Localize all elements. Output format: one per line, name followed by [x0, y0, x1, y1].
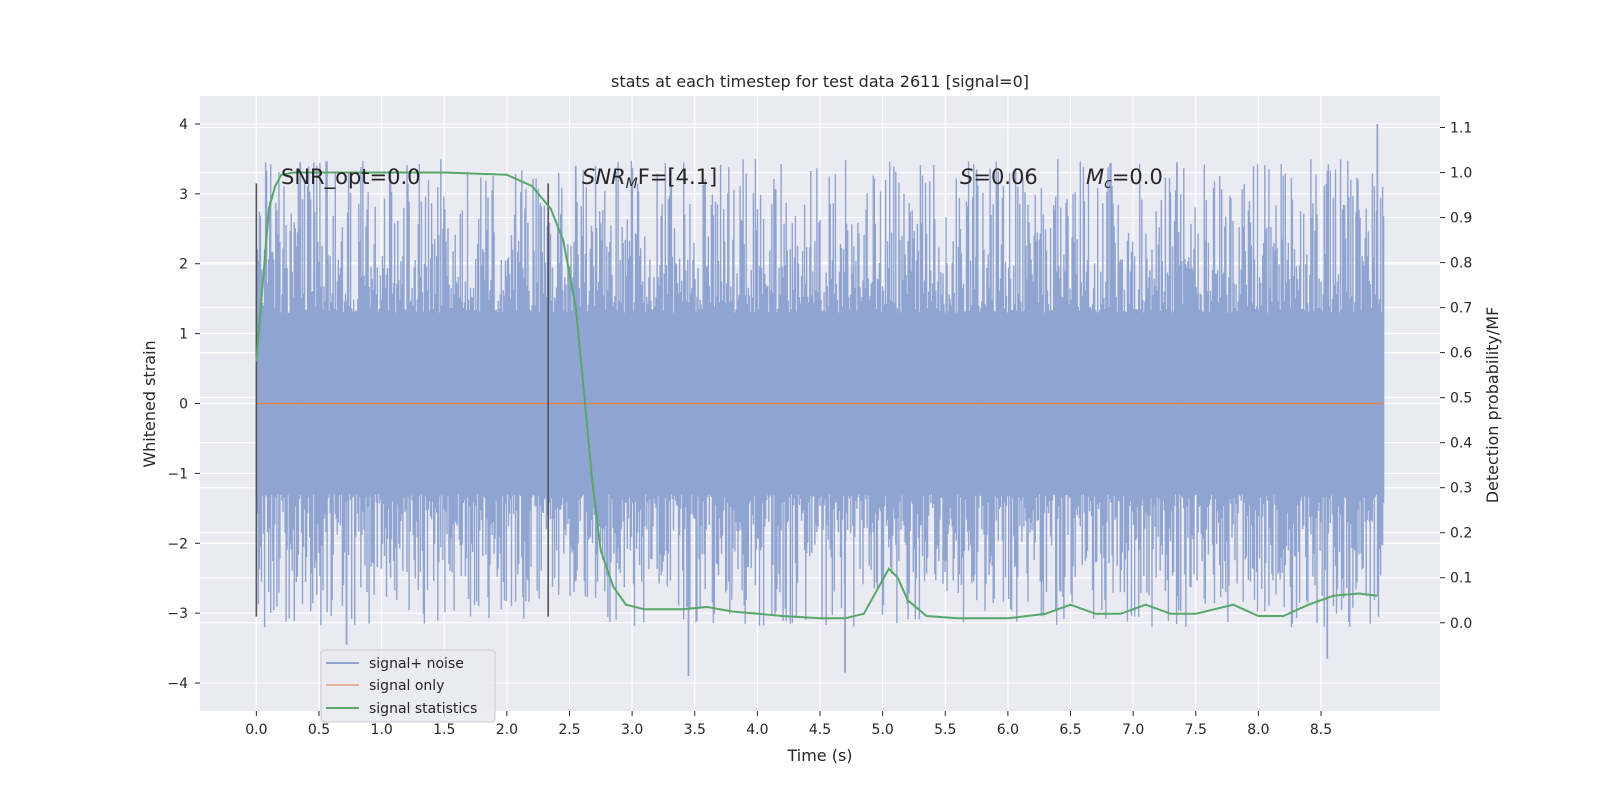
y-tick-label: −1 [167, 466, 188, 482]
y-tick-label: 4 [179, 117, 188, 133]
x-axis-label: Time (s) [786, 746, 852, 765]
x-tick-label: 8.5 [1310, 722, 1332, 738]
y2-tick-label: 0.1 [1450, 571, 1472, 587]
x-tick-label: 4.0 [746, 722, 768, 738]
x-tick-label: 7.0 [1122, 722, 1144, 738]
y2-axis-ticks: 1.1 1.0 0.9 0.8 0.7 0.6 0.5 0.4 0.3 0.2 0.1 0.0 [1440, 121, 1472, 632]
legend-label-signal-only: signal only [369, 678, 444, 694]
signal-statistics-line [255, 171, 1378, 620]
x-tick-label: 0.0 [245, 722, 267, 738]
x-tick-label: 7.5 [1185, 722, 1207, 738]
y2-tick-label: 0.9 [1450, 211, 1472, 227]
x-tick-label: 6.0 [997, 722, 1019, 738]
x-tick-label: 1.5 [433, 722, 455, 738]
x-tick-label: 1.0 [370, 722, 392, 738]
x-tick-label: 0.5 [308, 722, 330, 738]
x-axis-ticks: 0.0 0.5 1.0 1.5 2.0 2.5 3.0 3.5 4.0 4.5 5.0 5.5 6.0 6… [245, 711, 1332, 738]
x-tick-label: 2.5 [558, 722, 580, 738]
y-tick-label: −2 [167, 536, 188, 552]
y2-tick-label: 0.3 [1450, 481, 1472, 497]
y-tick-label: 3 [179, 187, 188, 203]
annotation-snr-mf: SNRMF=[4.1] [582, 165, 717, 192]
marker-lines [255, 183, 550, 617]
y2-axis-label: Detection probability/MF [1483, 307, 1502, 504]
legend-label-signal-noise: signal+ noise [369, 656, 464, 672]
x-tick-label: 2.0 [496, 722, 518, 738]
y2-tick-label: 0.0 [1450, 616, 1472, 632]
annotation-mc: Mc=0.0 [1086, 165, 1163, 192]
y2-tick-label: 0.4 [1450, 436, 1472, 452]
x-tick-label: 5.0 [871, 722, 893, 738]
annotation-s: S=0.06 [960, 165, 1038, 189]
y2-tick-label: 0.8 [1450, 256, 1472, 272]
y-tick-label: −3 [167, 606, 188, 622]
y-axis-label: Whitened strain [140, 340, 159, 467]
annotation-snr-opt: SNR_opt=0.0 [281, 165, 421, 190]
legend: signal+ noise signal only signal statist… [320, 649, 496, 723]
y-axis-ticks: 4 3 2 1 0 −1 −2 −3 −4 [167, 117, 200, 692]
y2-tick-label: 0.2 [1450, 526, 1472, 542]
x-tick-label: 3.0 [621, 722, 643, 738]
y-tick-label: 2 [179, 257, 188, 273]
y2-tick-label: 1.1 [1450, 121, 1472, 137]
y2-tick-label: 0.7 [1450, 301, 1472, 317]
y-tick-label: 1 [179, 327, 188, 343]
y-tick-label: 0 [179, 397, 188, 413]
y-tick-label: −4 [167, 676, 188, 692]
x-tick-label: 5.5 [934, 722, 956, 738]
legend-box [320, 649, 496, 723]
legend-label-signal-statistics: signal statistics [369, 701, 477, 717]
y2-tick-label: 1.0 [1450, 166, 1472, 182]
x-tick-label: 6.5 [1059, 722, 1081, 738]
x-tick-label: 4.5 [809, 722, 831, 738]
y2-tick-label: 0.6 [1450, 346, 1472, 362]
chart-title: stats at each timestep for test data 261… [611, 72, 1029, 91]
x-tick-label: 8.0 [1247, 722, 1269, 738]
x-tick-label: 3.5 [684, 722, 706, 738]
y2-tick-label: 0.5 [1450, 391, 1472, 407]
